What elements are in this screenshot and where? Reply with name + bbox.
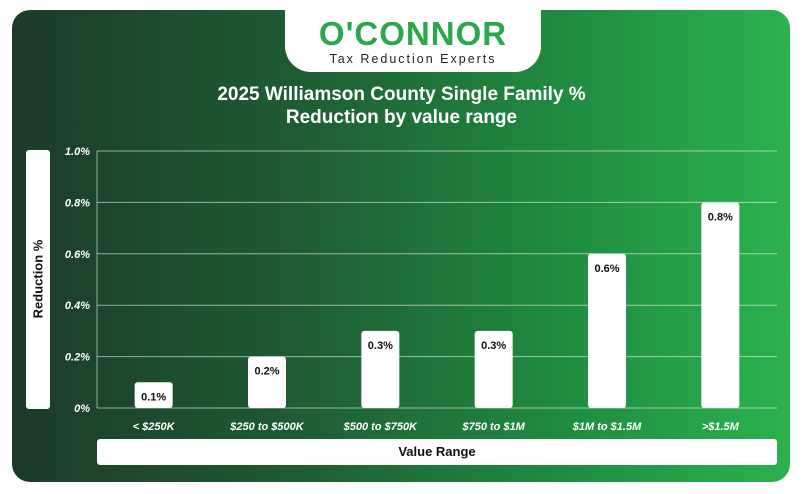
bar-value-label: 0.8% [708,211,733,223]
y-tick-label: 0.8% [65,197,90,209]
brand-tagline: Tax Reduction Experts [329,52,497,66]
bar-value-label: 0.1% [141,391,166,403]
y-tick-label: 1.0% [65,146,90,158]
x-tick-label: $750 to $1M [461,421,525,433]
x-tick-label: < $250K [133,421,176,433]
bar-value-label: 0.3% [368,340,393,352]
y-tick-label: 0% [74,403,90,415]
bar [701,202,740,408]
y-tick-label: 0.2% [65,352,90,364]
bar [248,356,286,408]
x-axis-label: Value Range [97,439,777,465]
x-tick-label: $500 to $750K [343,421,418,433]
x-tick-label: >$1.5M [702,421,740,433]
x-tick-label: $1M to $1.5M [572,421,642,433]
bar-value-label: 0.2% [254,366,279,378]
chart-title-line-2: Reduction by value range [285,107,518,128]
y-axis-label-box [26,150,50,409]
x-tick-label: $250 to $500K [229,421,304,433]
y-tick-label: 0.6% [65,249,90,261]
bar [588,253,626,408]
logo-tab: O'CONNOR Tax Reduction Experts [285,10,541,72]
chart-title: 2025 Williamson County Single Family % R… [0,83,803,129]
bar [474,330,513,408]
y-tick-label: 0.4% [65,300,90,312]
bar [134,382,173,408]
bar-value-label: 0.6% [594,263,619,275]
chart-title-line-1: 2025 Williamson County Single Family % [217,84,586,105]
bar [361,330,400,408]
bar-value-label: 0.3% [481,340,506,352]
brand-logo: O'CONNOR [318,15,508,52]
